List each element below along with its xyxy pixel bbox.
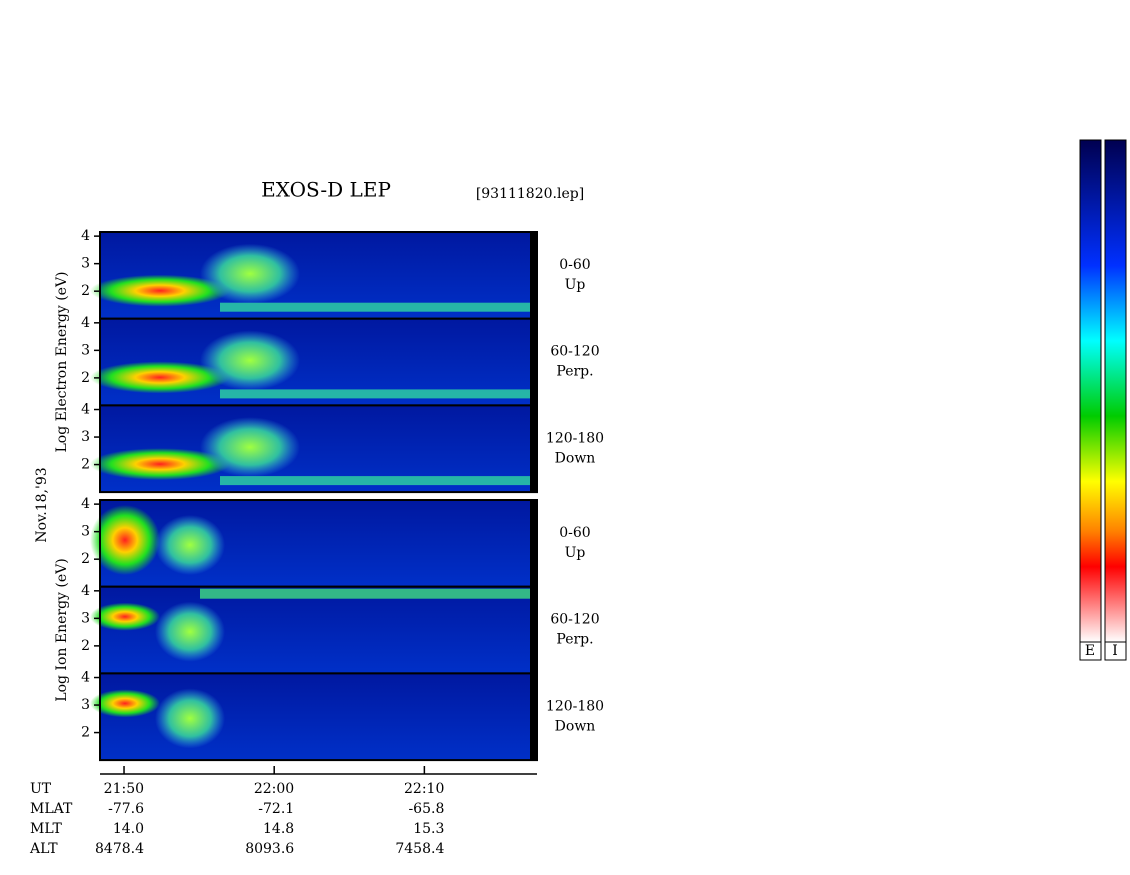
panel-frame [99,672,538,762]
file-name: [93111820.lep] [476,186,584,202]
spectrogram-blob [155,515,225,575]
panel-direction: Perp. [556,632,593,648]
y-tick-label: 3 [81,524,90,540]
ephemeris-value: 21:50 [104,781,144,797]
y-tick-label: 3 [81,256,90,272]
panel-edge [530,673,537,761]
panel-direction: Perp. [556,364,593,380]
panel-angle: 120-180 [546,430,604,446]
y-tick-label: 2 [81,725,90,741]
y-tick-label: 3 [81,610,90,626]
y-axis-label: Log Ion Energy (eV) [54,558,70,701]
y-tick-label: 3 [81,342,90,358]
spectrogram-blob [90,505,160,575]
ephemeris-name: MLAT [30,801,73,817]
spectrogram-band [220,476,530,486]
ephemeris-name: ALT [29,841,58,857]
panel-edge [530,232,537,319]
spectrogram-blob [90,448,230,481]
panel-direction: Up [565,545,586,561]
panel-direction: Up [565,277,586,293]
spectrogram-blob [90,689,160,718]
spectrogram-blob [90,361,230,394]
panel-angle: 120-180 [546,698,604,714]
spectrogram-blob [200,243,300,304]
chart-title: EXOS-D LEP [261,178,391,202]
y-tick-label: 4 [81,670,90,686]
spectrogram-blob [200,330,300,391]
colorbar-label-box [1079,641,1102,661]
panel-angle: 0-60 [559,257,590,273]
colorbar-label: I [1112,643,1118,659]
spectrogram-blob [90,274,230,307]
y-tick-label: 3 [81,697,90,713]
y-tick-label: 4 [81,315,90,331]
spectrogram-blob [155,601,225,662]
ephemeris-value: 7458.4 [395,841,444,857]
panel-edge [530,586,537,674]
ephemeris-value: 8093.6 [245,841,294,857]
ephemeris-value: 14.8 [263,821,294,837]
y-tick-label: 2 [81,370,90,386]
y-tick-label: 4 [81,496,90,512]
ephemeris-value: 14.0 [113,821,144,837]
spectrogram-blob [90,602,160,631]
date-label: Nov.18,'93 [34,467,50,542]
y-tick-label: 2 [81,551,90,567]
panel-angle: 60-120 [550,344,599,360]
y-tick-label: 4 [81,228,90,244]
panel-edge [530,500,537,587]
ephemeris-value: 22:10 [404,781,444,797]
ephemeris-value: -65.8 [408,801,444,817]
colorbar [1079,139,1102,643]
colorbar-label: E [1085,643,1095,659]
ephemeris-name: UT [30,781,52,797]
colorbar-label-box [1104,641,1127,661]
spectrogram-blob [155,688,225,749]
ephemeris-value: 22:00 [254,781,294,797]
spectrogram-band [220,389,530,399]
spectrogram-blob [200,417,300,478]
spectrogram-band [200,588,530,599]
ephemeris-value: -77.6 [108,801,144,817]
panel-direction: Down [555,450,596,466]
y-tick-label: 4 [81,583,90,599]
ephemeris-value: 15.3 [413,821,444,837]
panel-direction: Down [555,718,596,734]
ephemeris-value: 8478.4 [95,841,144,857]
colorbar [1104,139,1127,643]
y-tick-label: 2 [81,457,90,473]
panel-angle: 60-120 [550,612,599,628]
y-tick-label: 2 [81,283,90,299]
ephemeris-name: MLT [30,821,62,837]
y-tick-label: 2 [81,638,90,654]
panel-angle: 0-60 [559,525,590,541]
spectrogram-band [220,302,530,312]
y-axis-label: Log Electron Energy (eV) [54,271,70,452]
y-tick-label: 4 [81,402,90,418]
ephemeris-value: -72.1 [258,801,294,817]
panel-edge [530,318,537,406]
panel-edge [530,405,537,493]
y-tick-label: 3 [81,429,90,445]
panel-frame [99,404,538,494]
